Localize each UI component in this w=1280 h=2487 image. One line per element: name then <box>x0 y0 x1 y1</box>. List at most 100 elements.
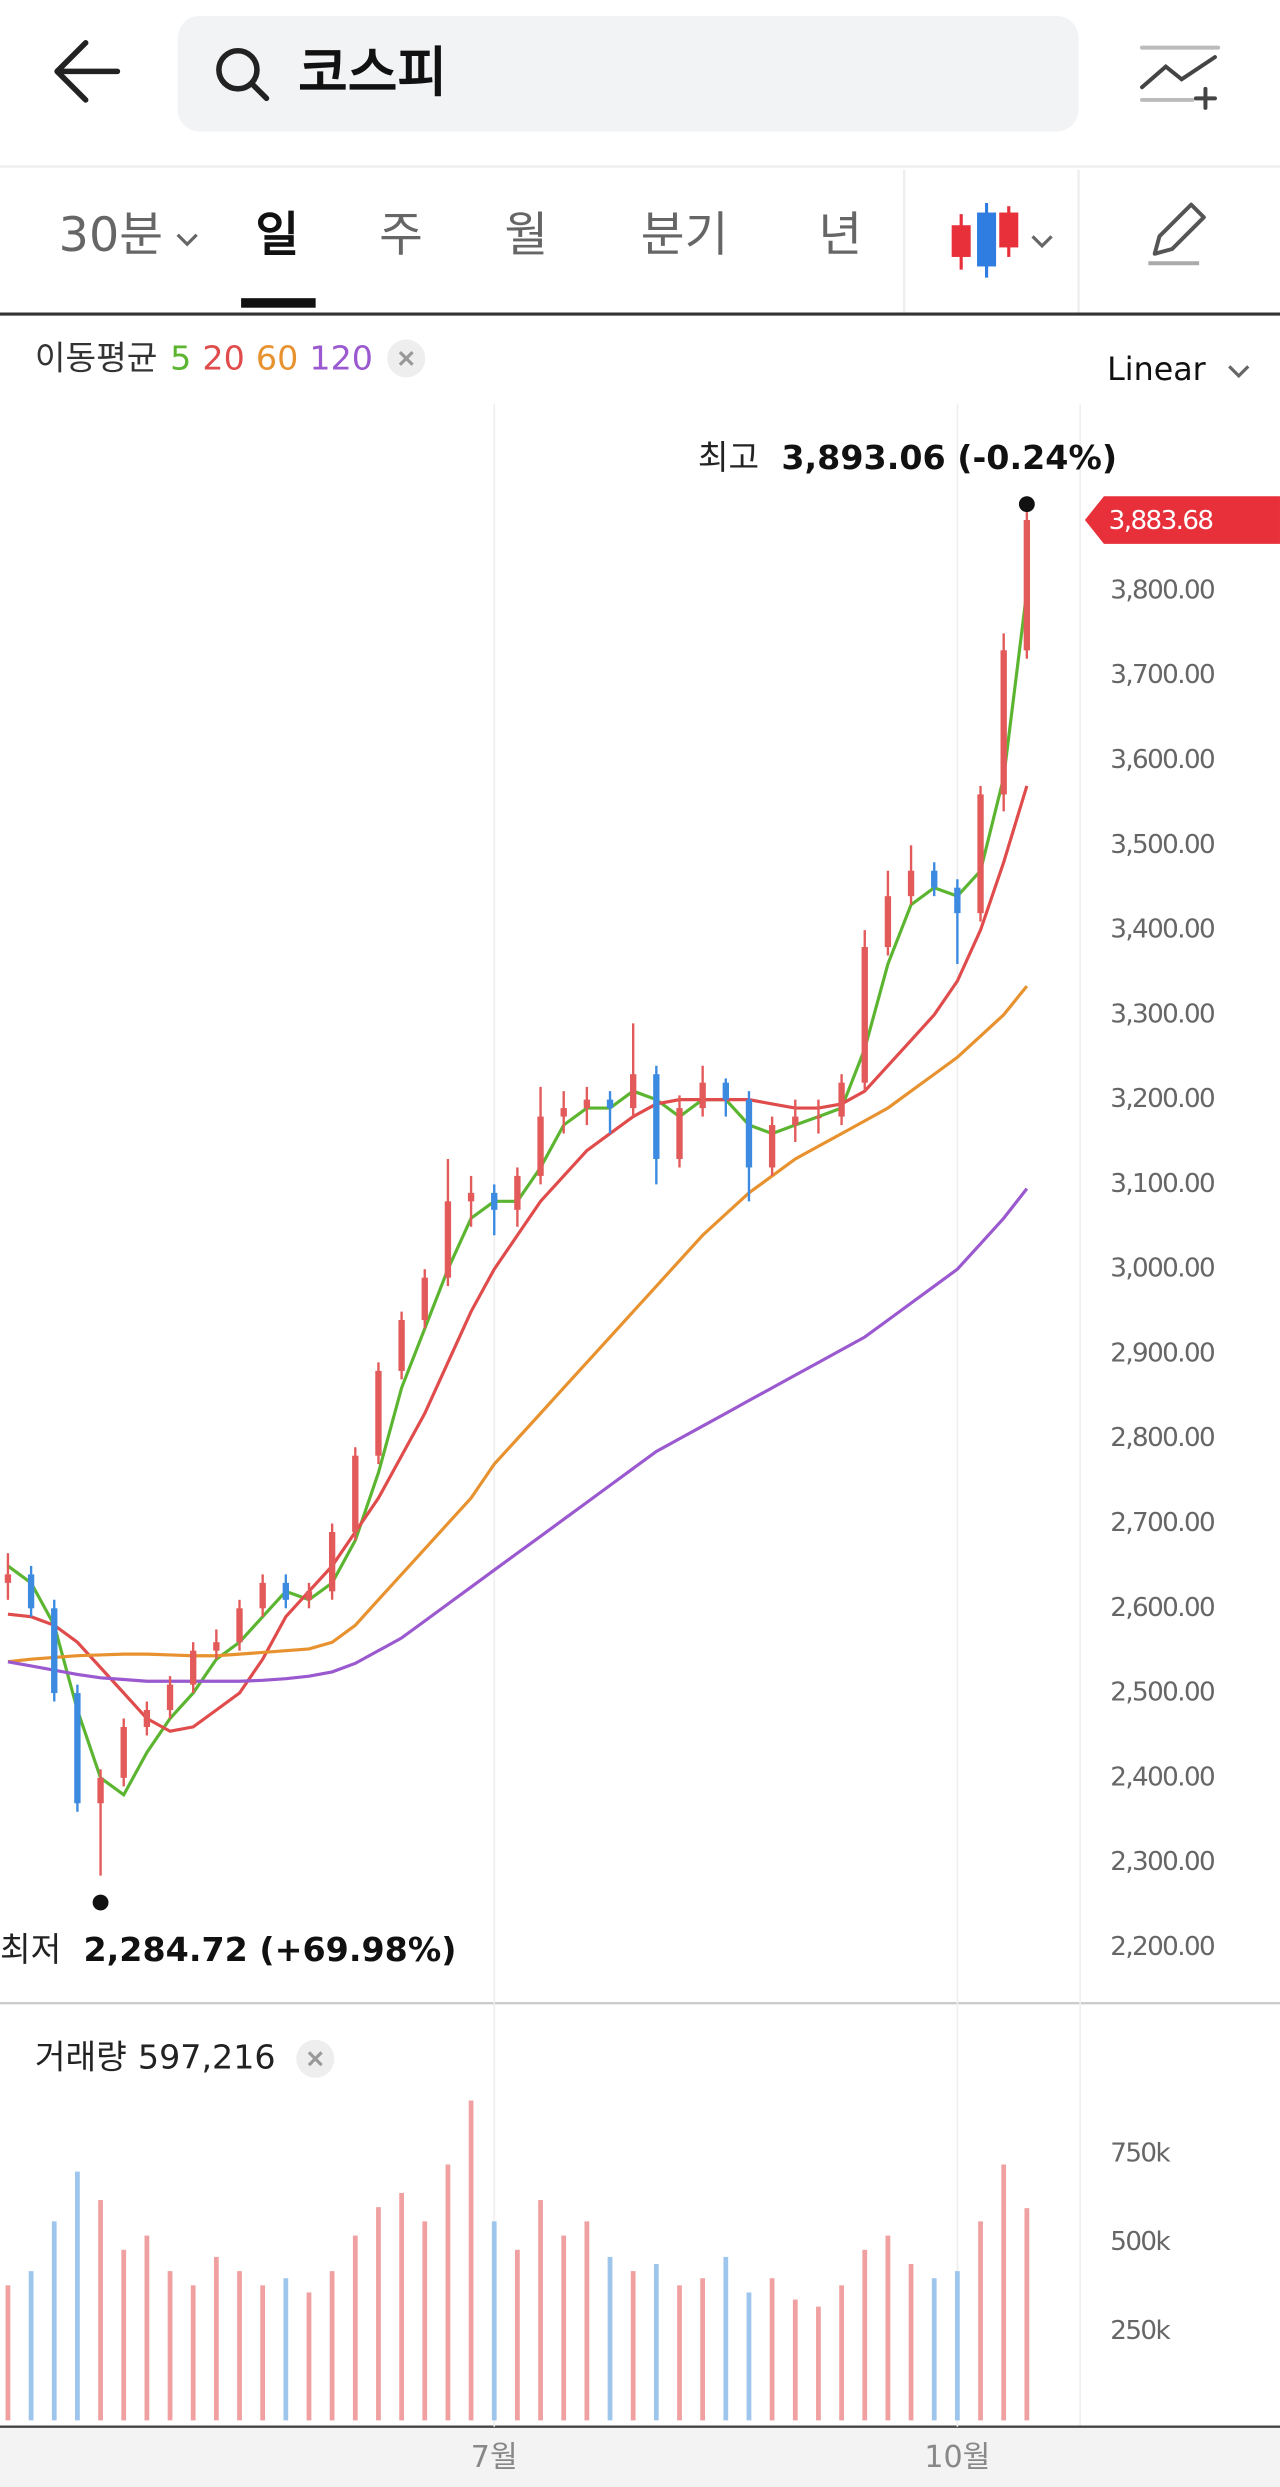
candle-body <box>861 947 868 1083</box>
volume-bar <box>584 2221 590 2421</box>
volume-bar <box>954 2271 960 2421</box>
dropdown-chevron <box>176 233 198 247</box>
volume-title: 거래량 <box>35 2037 127 2076</box>
volume-bar <box>51 2221 57 2421</box>
volume-bar <box>190 2285 196 2421</box>
candle-body <box>74 1693 81 1804</box>
candle-body <box>722 1082 729 1100</box>
y-tick-label: 3,000.00 <box>1110 1254 1214 1284</box>
plot: 7월 10월 2,200.00 2,300.00 2,400.00 2,500.00 2,6… <box>0 404 1280 2475</box>
x-axis-band <box>0 2426 1280 2487</box>
candle-body <box>699 1082 706 1109</box>
candle-body <box>166 1684 174 1711</box>
period-tab[interactable]: 월 <box>504 208 548 263</box>
volume-bar <box>75 2171 80 2421</box>
candle-body <box>444 1201 452 1278</box>
y-tick-label: 2,500.00 <box>1110 1678 1214 1708</box>
volume-bar <box>144 2235 150 2421</box>
ma-legend-item: 120 <box>309 339 373 378</box>
ma-legend-item: 60 <box>256 339 298 378</box>
volume-bar <box>468 2100 474 2421</box>
period-tab[interactable]: 일 <box>255 208 299 263</box>
period-tab[interactable]: 분기 <box>641 208 729 263</box>
volume-bar <box>746 2292 752 2421</box>
y-tick-label: 2,700.00 <box>1110 1508 1214 1538</box>
search-box[interactable] <box>177 15 1079 132</box>
volume-bar <box>538 2200 543 2421</box>
candle-body <box>236 1608 243 1643</box>
current-price-label: 3,883.68 <box>1109 506 1213 536</box>
moving-average-line <box>7 785 1029 1733</box>
y-tick-label: 2,800.00 <box>1110 1423 1214 1453</box>
volume-bar <box>607 2256 613 2421</box>
chart-type-button[interactable] <box>951 203 1053 278</box>
search-icon <box>216 47 260 92</box>
candle-body <box>838 1082 845 1117</box>
candle-body <box>491 1192 498 1210</box>
volume-bar <box>491 2221 497 2421</box>
volume-bar <box>769 2278 775 2421</box>
period-tab[interactable]: 주 <box>379 208 423 263</box>
volume-bar <box>515 2249 520 2421</box>
volume-bar <box>700 2278 706 2421</box>
current-price-tag <box>1084 496 1280 544</box>
back-button[interactable] <box>54 40 121 103</box>
candle-body <box>282 1582 289 1600</box>
compare-button[interactable] <box>1140 45 1221 110</box>
volume-bar <box>723 2256 729 2421</box>
close-x <box>398 350 414 366</box>
volume-tick-label: 750k <box>1110 2138 1171 2168</box>
period-tab[interactable]: 30분 <box>59 208 163 263</box>
candle-body <box>398 1320 405 1371</box>
candle-body <box>328 1531 336 1592</box>
volume-bar <box>978 2221 983 2421</box>
candle-body <box>653 1074 660 1159</box>
draw-button[interactable] <box>1148 202 1206 266</box>
volume-bar <box>98 2200 103 2421</box>
volume-bar <box>352 2235 358 2421</box>
candle-body <box>884 896 892 948</box>
candle-body <box>143 1710 151 1727</box>
candle-body <box>606 1099 614 1109</box>
y-tick-label: 2,600.00 <box>1110 1593 1214 1623</box>
period-tab[interactable]: 년 <box>818 208 862 263</box>
volume-bar <box>862 2249 868 2421</box>
ma-legend: 5 20 60 120 <box>170 339 426 378</box>
volume-bar <box>399 2192 404 2421</box>
volume-bar <box>839 2285 844 2421</box>
volume-bar <box>422 2221 428 2421</box>
candle-body <box>745 1099 753 1168</box>
candle-body <box>259 1582 266 1609</box>
y-tick-label: 3,200.00 <box>1110 1084 1214 1114</box>
volume-tick-label: 500k <box>1110 2227 1171 2257</box>
annotation-value: 2,284.72 (+69.98%) <box>83 1930 456 1969</box>
candle-body <box>97 1777 104 1804</box>
annotation-prefix: 최고 <box>698 438 759 477</box>
candle-body <box>213 1642 220 1651</box>
close-volume[interactable] <box>296 2039 335 2078</box>
volume-bar <box>213 2256 219 2421</box>
candle-body <box>1000 650 1007 795</box>
candle-body <box>954 887 961 914</box>
candle-body <box>583 1099 591 1109</box>
volume-bar <box>260 2285 266 2421</box>
volume-tick-label: 250k <box>1110 2316 1171 2346</box>
y-tick-label: 3,100.00 <box>1110 1169 1214 1199</box>
volume-bar <box>445 2164 451 2421</box>
x-tick-label: 10월 <box>924 2440 990 2475</box>
volume-bar <box>28 2271 34 2421</box>
annotation-value: 3,893.06 (-0.24%) <box>781 438 1117 477</box>
volume-bar <box>792 2299 798 2421</box>
annotation-prefix: 최저 <box>0 1930 61 1969</box>
scale-menu[interactable]: Linear <box>1107 352 1207 388</box>
volume-bar <box>908 2264 914 2421</box>
low-marker <box>92 1894 109 1911</box>
y-tick-label: 3,300.00 <box>1110 999 1214 1029</box>
volume-bar <box>121 2249 127 2421</box>
candle-body <box>560 1108 567 1117</box>
candle-body <box>630 1074 637 1109</box>
search-text: 코스피 <box>298 41 447 104</box>
volume-bar <box>329 2271 335 2421</box>
volume-bar <box>1024 2208 1030 2421</box>
